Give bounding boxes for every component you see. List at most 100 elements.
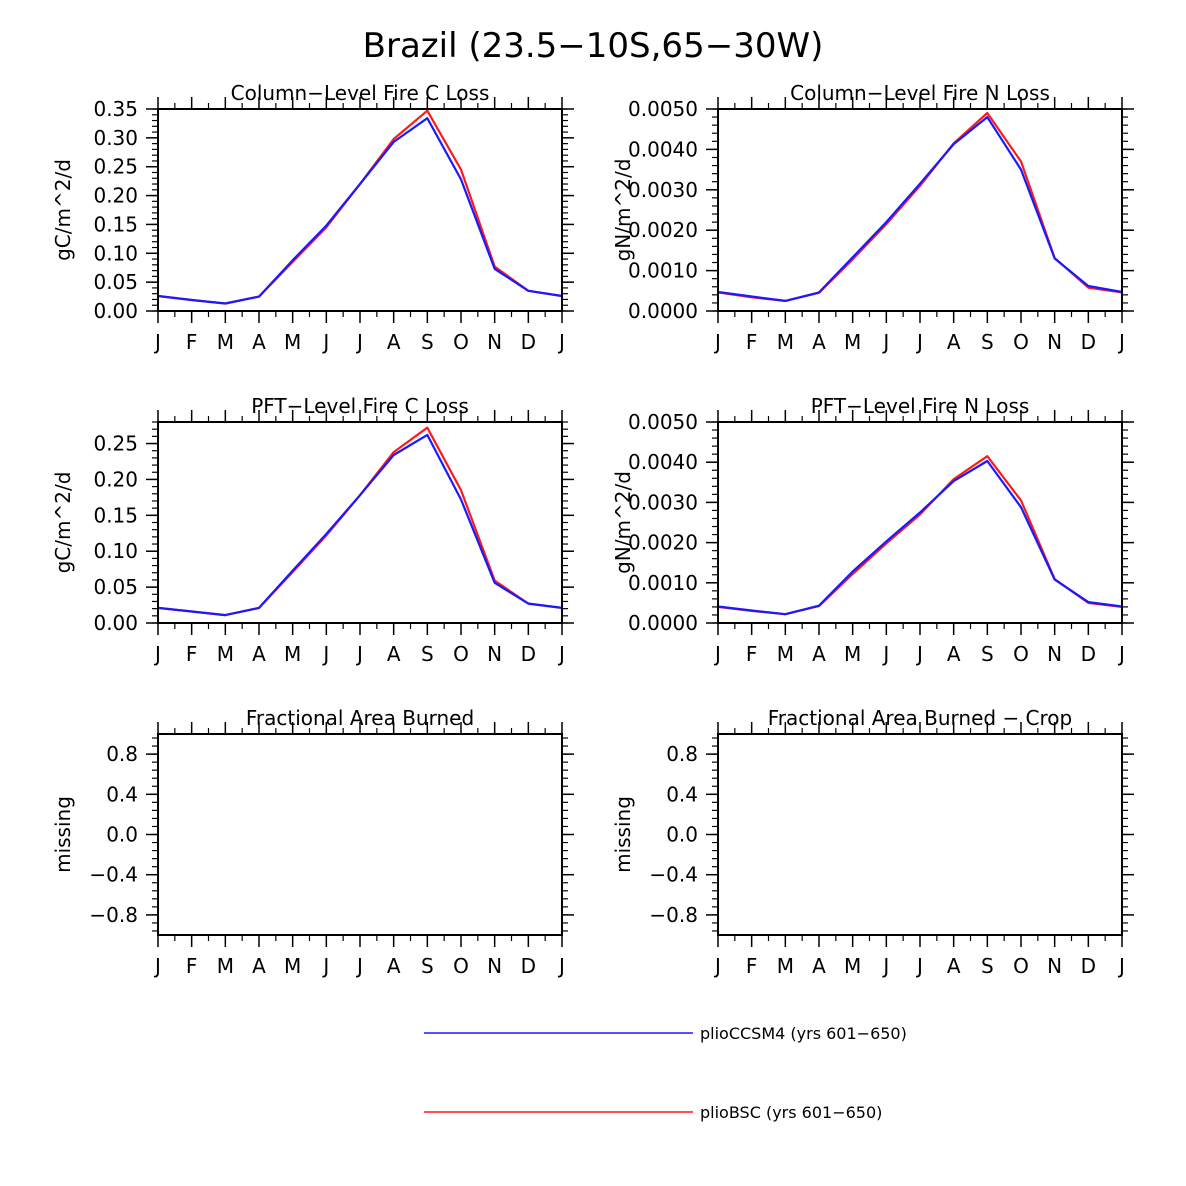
x-tick-label: S: [981, 330, 994, 354]
x-tick-label: N: [487, 642, 502, 666]
panel-title: PFT−Level Fire N Loss: [811, 394, 1030, 418]
plot-frame: [157, 733, 563, 936]
plot-frame: [157, 108, 563, 312]
x-tick-label: J: [1117, 642, 1125, 666]
x-tick-label: F: [746, 330, 758, 354]
x-tick-label: A: [812, 642, 826, 666]
x-tick-label: J: [881, 954, 889, 978]
y-tick-label: −0.4: [649, 863, 698, 887]
panel-1: J F M A M J J A S O N D J0.000.050.100.150.200.250.3…: [51, 81, 574, 354]
x-tick-label: J: [557, 954, 565, 978]
plot-frame: [717, 733, 1123, 936]
panel-6: J F M A M J J A S O N D J−0.8−0.40.00.40.8missingFra…: [611, 706, 1134, 978]
plot-frame: [157, 421, 563, 624]
x-tick-label: S: [421, 330, 434, 354]
x-tick-label: A: [252, 642, 266, 666]
x-tick-label: J: [713, 954, 721, 978]
series-line-plioccsm4: [157, 433, 563, 617]
panels: J F M A M J J A S O N D J0.000.050.100.150.200.250.3…: [51, 81, 1134, 978]
y-tick-label: 0.0020: [628, 218, 698, 242]
y-axis: 0.0000 0.0010 0.0020 0.0030 0.0040 0.0050: [628, 97, 1134, 323]
x-tick-label: O: [453, 330, 469, 354]
y-axis-label: missing: [51, 796, 75, 873]
x-tick-label: D: [1081, 330, 1096, 354]
x-tick-label: J: [713, 330, 721, 354]
x-tick-label: J: [1117, 330, 1125, 354]
figure-title: Brazil (23.5−10S,65−30W): [363, 26, 824, 66]
x-tick-label: J: [321, 330, 329, 354]
y-tick-label: 0.0: [106, 823, 138, 847]
y-tick-label: 0.00: [93, 299, 138, 323]
x-tick-label: O: [1013, 330, 1029, 354]
series-line-plioccsm4: [717, 115, 1123, 302]
x-tick-label: S: [421, 954, 434, 978]
series-line-pliobsc: [157, 109, 563, 305]
y-tick-label: 0.10: [93, 241, 138, 265]
legend-item-plioccsm4: plioCCSM4 (yrs 601−650): [424, 1024, 907, 1043]
y-axis: 0.00 0.05 0.10 0.15 0.20 0.25 0.30 0.35: [93, 97, 574, 323]
x-tick-label: J: [1117, 954, 1125, 978]
x-tick-label: M: [217, 954, 234, 978]
panel-title: Fractional Area Burned − Crop: [768, 706, 1072, 730]
x-tick-label: F: [186, 642, 198, 666]
y-tick-label: 0.0020: [628, 531, 698, 555]
y-tick-label: 0.20: [93, 467, 138, 491]
y-tick-label: 0.0030: [628, 490, 698, 514]
x-tick-label: N: [1047, 642, 1062, 666]
series-lines: [717, 111, 1123, 302]
x-tick-label: J: [915, 954, 923, 978]
x-tick-label: O: [453, 642, 469, 666]
y-tick-label: −0.8: [89, 903, 138, 927]
panel-4: J F M A M J J A S O N D J0.00000.00100.00200.00300.0…: [611, 394, 1134, 666]
y-axis-label: gC/m^2/d: [51, 472, 75, 574]
x-tick-label: A: [947, 330, 961, 354]
x-tick-label: F: [186, 954, 198, 978]
y-axis: 0.00 0.05 0.10 0.15 0.20 0.25: [93, 421, 574, 635]
y-tick-label: −0.4: [89, 863, 138, 887]
x-tick-label: M: [217, 642, 234, 666]
x-tick-label: A: [252, 330, 266, 354]
y-tick-label: 0.8: [106, 742, 138, 766]
x-tick-label: A: [387, 642, 401, 666]
x-tick-label: J: [355, 330, 363, 354]
x-tick-label: J: [557, 330, 565, 354]
x-tick-label: J: [153, 954, 161, 978]
legend-item-pliobsc: plioBSC (yrs 601−650): [424, 1103, 882, 1122]
y-tick-label: 0.0050: [628, 410, 698, 434]
x-tick-label: D: [1081, 642, 1096, 666]
x-tick-label: D: [521, 642, 536, 666]
y-tick-label: 0.10: [93, 539, 138, 563]
x-tick-label: N: [487, 954, 502, 978]
x-tick-label: D: [521, 954, 536, 978]
x-tick-label: N: [1047, 954, 1062, 978]
x-tick-label: F: [746, 954, 758, 978]
y-axis: −0.8 −0.4 0.0 0.4 0.8: [649, 737, 1134, 932]
x-tick-label: D: [1081, 954, 1096, 978]
x-tick-label: N: [487, 330, 502, 354]
y-axis-label: gC/m^2/d: [51, 159, 75, 261]
x-tick-label: J: [915, 642, 923, 666]
x-tick-label: J: [915, 330, 923, 354]
x-tick-label: M: [777, 330, 794, 354]
x-tick-label: D: [521, 330, 536, 354]
legend-label: plioCCSM4 (yrs 601−650): [700, 1024, 907, 1043]
y-tick-label: 0.4: [666, 782, 698, 806]
y-tick-label: 0.25: [93, 155, 138, 179]
legend: plioCCSM4 (yrs 601−650) plioBSC (yrs 601−…: [424, 1024, 907, 1122]
y-axis: 0.0000 0.0010 0.0020 0.0030 0.0040 0.0050: [628, 410, 1134, 635]
x-tick-label: F: [186, 330, 198, 354]
y-axis: −0.8 −0.4 0.0 0.4 0.8: [89, 737, 574, 932]
y-tick-label: 0.0050: [628, 97, 698, 121]
x-tick-label: A: [812, 954, 826, 978]
x-tick-label: A: [252, 954, 266, 978]
x-tick-label: A: [947, 954, 961, 978]
x-tick-label: S: [981, 954, 994, 978]
y-tick-label: 0.0040: [628, 450, 698, 474]
panel-title: Fractional Area Burned: [246, 706, 474, 730]
x-tick-label: J: [355, 642, 363, 666]
panel-title: Column−Level Fire N Loss: [790, 81, 1050, 105]
